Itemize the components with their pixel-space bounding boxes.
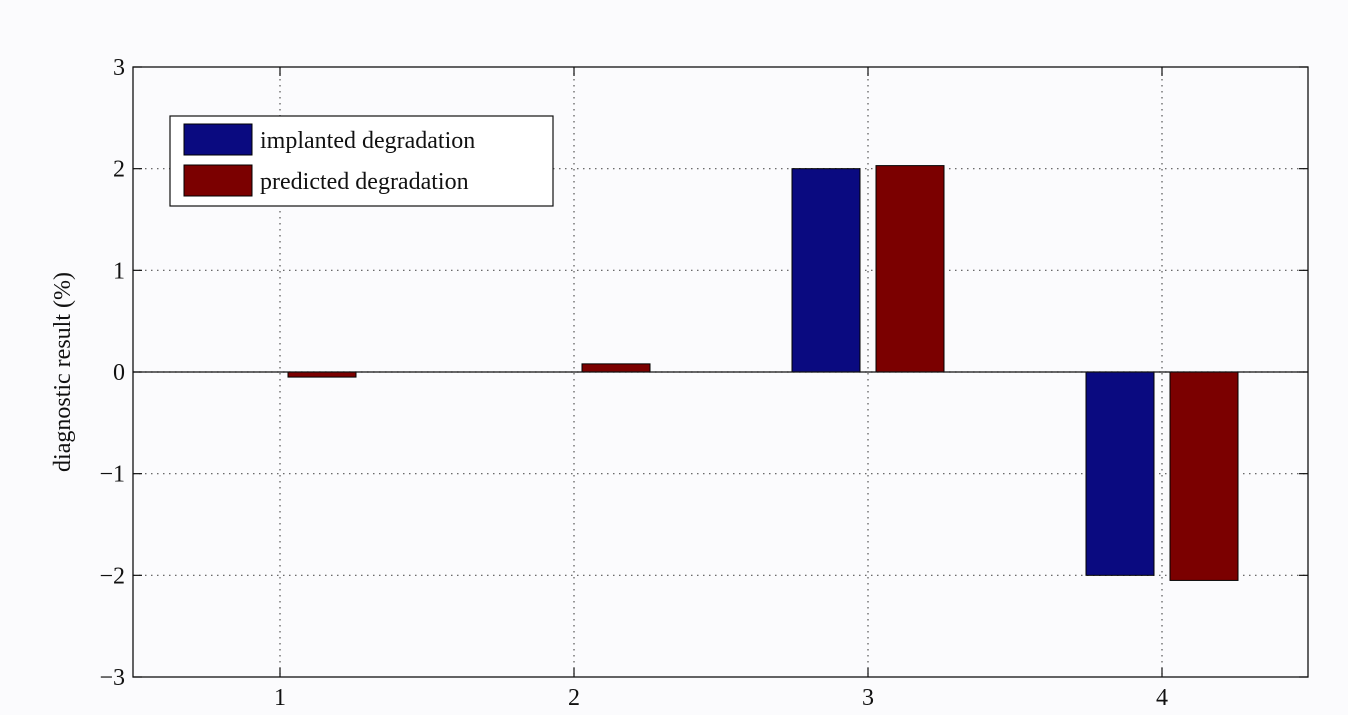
- legend-swatch: [183, 164, 253, 197]
- x-tick-label: 1: [274, 685, 286, 710]
- legend: implanted degradation predicted degradati…: [169, 115, 554, 207]
- bar-implanted-4: [1085, 371, 1155, 576]
- legend-swatch: [183, 123, 253, 156]
- y-tick-label: −3: [99, 665, 125, 691]
- x-tick-label: 4: [1156, 685, 1168, 710]
- y-tick-label: 3: [113, 55, 125, 81]
- y-axis-label: diagnostic result (%): [50, 272, 76, 472]
- bars: [287, 165, 1239, 581]
- x-tick-label: 3: [862, 685, 874, 710]
- bar-predicted-1: [287, 371, 357, 378]
- y-tick-label: 2: [113, 157, 125, 183]
- legend-label: predicted degradation: [260, 169, 469, 195]
- y-tick-label: −1: [99, 462, 125, 488]
- legend-label: implanted degradation: [260, 128, 475, 154]
- axis-ticks: −3 −2 −1 0 1 2 3 1 2 3 4: [99, 55, 1308, 711]
- x-tick-label: 2: [568, 685, 580, 710]
- y-tick-label: −2: [99, 563, 125, 589]
- bar-predicted-3: [875, 165, 945, 373]
- y-tick-label: 0: [113, 360, 125, 386]
- bar-predicted-2: [581, 363, 651, 373]
- y-tick-label: 1: [113, 258, 125, 284]
- bar-predicted-4: [1169, 371, 1239, 581]
- bar-implanted-3: [791, 168, 861, 373]
